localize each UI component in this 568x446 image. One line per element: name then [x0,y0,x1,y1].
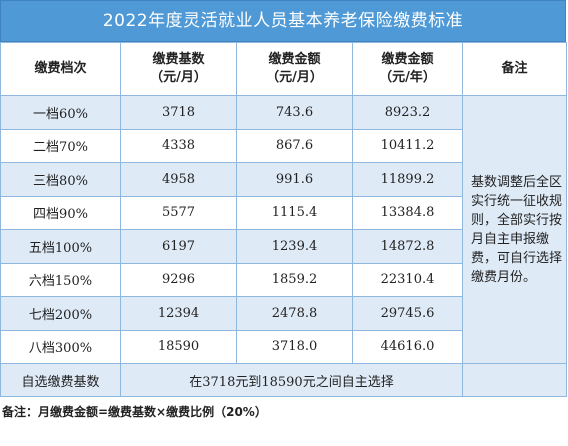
table-row: 五档100% 6197 1239.4 14872.8 [0,229,567,264]
fee-standard-document: 2022年度灵活就业人员基本养老保险缴费标准 缴费档次 缴费基数 （元/月） 缴费… [0,0,567,419]
header-line: （元/年） [379,70,436,85]
table-row: 一档60% 3718 743.6 8923.2 基数调整后全区实行统一征收规则，… [0,95,567,364]
header-line: （元/月） [266,70,323,85]
table-row: 二档70% 4338 867.6 10411.2 [0,128,567,163]
yearly-cell: 13384.8 [352,195,463,230]
header-line: 缴费基数 [152,52,205,67]
base-cell: 12394 [120,296,237,331]
header-line: 缴费金额 [381,52,434,67]
yearly-cell: 22310.4 [352,262,463,297]
header-yearly: 缴费金额 （元/年） [352,42,463,96]
monthly-cell: 867.6 [236,128,353,163]
monthly-cell: 1115.4 [236,195,353,230]
header-level: 缴费档次 [0,42,121,96]
table-row: 六档150% 9296 1859.2 22310.4 [0,262,567,297]
monthly-cell: 743.6 [236,95,353,130]
level-cell: 四档90% [0,195,121,230]
yearly-cell: 8923.2 [352,95,463,130]
base-cell: 9296 [120,262,237,297]
level-cell: 一档60% [0,95,121,130]
header-remark-text: 备注 [501,61,528,76]
monthly-cell: 1859.2 [236,262,353,297]
level-cell: 七档200% [0,296,121,331]
header-line: 缴费金额 [268,52,321,67]
custom-base-row: 自选缴费基数 在3718元到18590元之间自主选择 [0,363,567,397]
monthly-cell: 1239.4 [236,229,353,264]
header-row: 缴费档次 缴费基数 （元/月） 缴费金额 （元/月） 缴费金额 （元/年） 备注 [0,42,567,96]
monthly-cell: 3718.0 [236,329,353,364]
header-base: 缴费基数 （元/月） [120,42,237,96]
monthly-cell: 991.6 [236,162,353,197]
header-line: （元/月） [150,70,207,85]
level-cell: 三档80% [0,162,121,197]
custom-base-label: 自选缴费基数 [0,363,121,397]
monthly-cell: 2478.8 [236,296,353,331]
yearly-cell: 14872.8 [352,229,463,264]
level-cell: 五档100% [0,229,121,264]
header-remark: 备注 [462,42,567,96]
table-row: 四档90% 5577 1115.4 13384.8 [0,195,567,230]
table-row: 八档300% 18590 3718.0 44616.0 [0,329,567,364]
yearly-cell: 10411.2 [352,128,463,163]
base-cell: 18590 [120,329,237,364]
yearly-cell: 29745.6 [352,296,463,331]
table-row: 三档80% 4958 991.6 11899.2 [0,162,567,197]
custom-base-value: 在3718元到18590元之间自主选择 [120,363,463,397]
table-title: 2022年度灵活就业人员基本养老保险缴费标准 [0,0,566,42]
base-cell: 4958 [120,162,237,197]
header-level-text: 缴费档次 [34,61,87,76]
base-cell: 4338 [120,128,237,163]
header-monthly: 缴费金额 （元/月） [236,42,353,96]
level-cell: 二档70% [0,128,121,163]
yearly-cell: 44616.0 [352,329,463,364]
custom-base-empty [462,363,567,397]
remark-cell: 基数调整后全区实行统一征收规则，全部实行按月自主申报缴费，可自行选择缴费月份。 [462,95,567,364]
base-cell: 5577 [120,195,237,230]
yearly-cell: 11899.2 [352,162,463,197]
base-cell: 3718 [120,95,237,130]
level-cell: 六档150% [0,262,121,297]
base-cell: 6197 [120,229,237,264]
table-row: 七档200% 12394 2478.8 29745.6 [0,296,567,331]
footnote: 备注：月缴费金额=缴费基数×缴费比例（20%） [2,405,267,419]
fee-table: 缴费档次 缴费基数 （元/月） 缴费金额 （元/月） 缴费金额 （元/年） 备注 一档… [0,42,567,397]
level-cell: 八档300% [0,329,121,364]
